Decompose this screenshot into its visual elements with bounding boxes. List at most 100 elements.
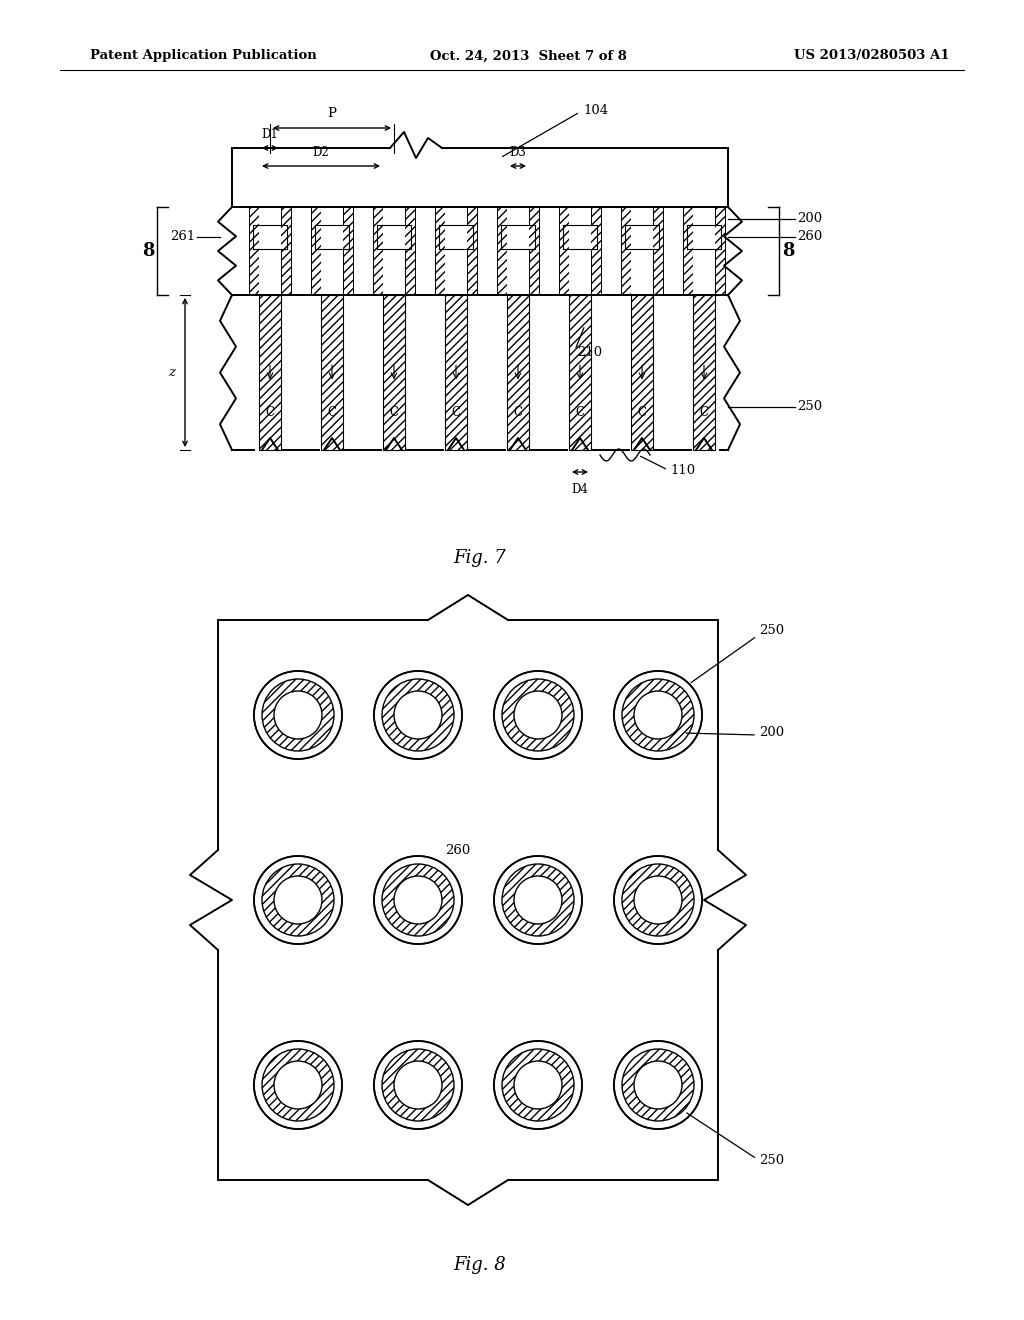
Bar	[591, 207, 601, 294]
Text: Patent Application Publication: Patent Application Publication	[90, 49, 316, 62]
Bar	[315, 224, 349, 249]
Circle shape	[614, 855, 702, 944]
Text: C: C	[389, 405, 398, 418]
Text: P: P	[328, 107, 337, 120]
Bar	[445, 224, 467, 249]
Circle shape	[502, 865, 574, 936]
Bar	[445, 294, 467, 450]
Circle shape	[274, 690, 322, 739]
Bar	[383, 294, 406, 450]
Bar	[249, 207, 259, 294]
Bar	[563, 224, 597, 249]
Bar	[529, 207, 539, 294]
Bar	[383, 224, 406, 249]
Circle shape	[622, 865, 694, 936]
Circle shape	[502, 1049, 574, 1121]
Circle shape	[634, 1061, 682, 1109]
Bar	[259, 207, 281, 294]
Bar	[563, 224, 597, 249]
Bar	[693, 294, 715, 450]
Bar	[377, 224, 411, 249]
Circle shape	[254, 671, 342, 759]
Bar	[373, 207, 383, 294]
Circle shape	[622, 678, 694, 751]
Bar	[559, 207, 569, 294]
Circle shape	[374, 671, 462, 759]
Circle shape	[514, 690, 562, 739]
Text: 8: 8	[141, 242, 155, 260]
Text: Oct. 24, 2013  Sheet 7 of 8: Oct. 24, 2013 Sheet 7 of 8	[430, 49, 627, 62]
Bar	[683, 207, 693, 294]
Circle shape	[254, 855, 342, 944]
Bar	[625, 224, 659, 249]
Text: D1: D1	[261, 128, 279, 141]
Circle shape	[274, 876, 322, 924]
Circle shape	[374, 855, 462, 944]
Circle shape	[262, 678, 334, 751]
Bar	[439, 224, 473, 249]
Circle shape	[494, 855, 582, 944]
Bar	[501, 224, 535, 249]
Bar	[321, 294, 343, 450]
Bar	[631, 294, 653, 450]
Bar	[249, 207, 259, 294]
Bar	[529, 207, 539, 294]
Text: 8: 8	[781, 242, 795, 260]
Bar	[311, 207, 321, 294]
Bar	[315, 224, 349, 249]
Text: 110: 110	[670, 463, 695, 477]
Bar	[569, 207, 591, 294]
Text: C: C	[328, 405, 337, 418]
Bar	[253, 224, 287, 249]
Bar	[621, 207, 631, 294]
Bar	[281, 207, 291, 294]
Bar	[445, 207, 467, 294]
Bar	[625, 224, 659, 249]
Bar	[281, 207, 291, 294]
Bar	[569, 224, 591, 249]
Circle shape	[622, 1049, 694, 1121]
Bar	[715, 207, 725, 294]
Circle shape	[262, 1049, 334, 1121]
Text: D3: D3	[510, 147, 526, 158]
Circle shape	[494, 671, 582, 759]
Text: C: C	[452, 405, 461, 418]
Bar	[373, 207, 383, 294]
Bar	[653, 207, 663, 294]
Bar	[559, 207, 569, 294]
Text: 261: 261	[170, 231, 195, 243]
Circle shape	[374, 1041, 462, 1129]
Circle shape	[394, 1061, 442, 1109]
Circle shape	[614, 1041, 702, 1129]
Text: 260: 260	[445, 843, 471, 857]
Text: 210: 210	[577, 346, 602, 359]
Bar	[569, 294, 591, 450]
Text: D2: D2	[312, 147, 330, 158]
Text: 104: 104	[583, 103, 608, 116]
Bar	[507, 294, 529, 450]
Bar	[377, 224, 411, 249]
Text: C: C	[265, 405, 274, 418]
Bar	[343, 207, 353, 294]
Bar	[631, 207, 653, 294]
Circle shape	[382, 1049, 454, 1121]
Circle shape	[514, 1061, 562, 1109]
Bar	[467, 207, 477, 294]
Text: Fig. 8: Fig. 8	[454, 1257, 507, 1274]
Bar	[406, 207, 415, 294]
Bar	[501, 224, 535, 249]
Circle shape	[382, 678, 454, 751]
Circle shape	[634, 876, 682, 924]
Bar	[259, 294, 281, 450]
Bar	[631, 224, 653, 249]
Text: C: C	[699, 405, 709, 418]
Text: 250: 250	[759, 624, 784, 638]
Bar	[311, 207, 321, 294]
Bar	[715, 207, 725, 294]
Circle shape	[502, 678, 574, 751]
Bar	[321, 224, 343, 249]
Bar	[687, 224, 721, 249]
Bar	[693, 224, 715, 249]
Bar	[439, 224, 473, 249]
Text: 250: 250	[759, 1155, 784, 1167]
